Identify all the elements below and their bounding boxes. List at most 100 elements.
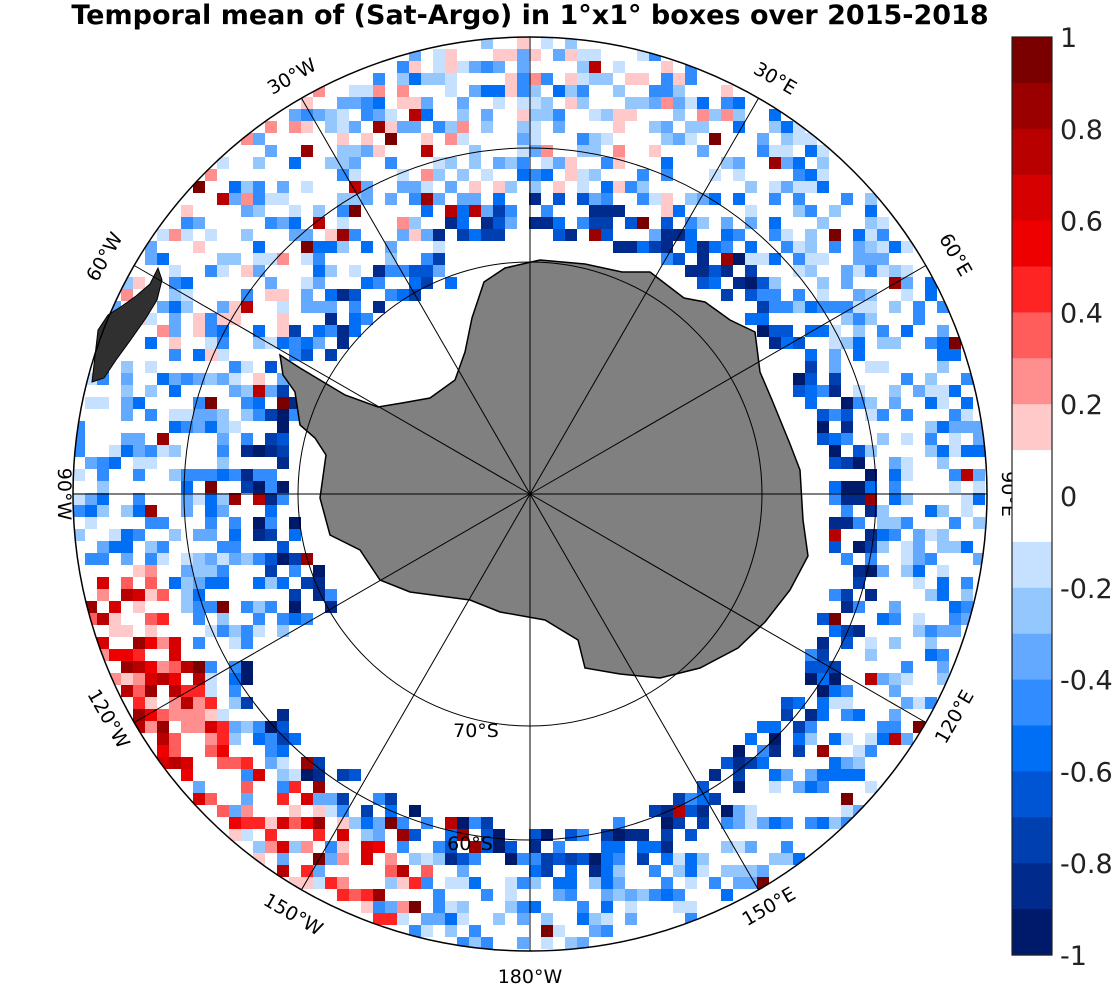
- anomaly-cell: [157, 517, 169, 529]
- anomaly-cell: [709, 769, 721, 781]
- anomaly-cell: [601, 841, 613, 853]
- anomaly-cell: [301, 577, 313, 589]
- anomaly-cell: [193, 517, 205, 529]
- anomaly-cell: [601, 73, 613, 85]
- anomaly-cell: [481, 925, 493, 937]
- anomaly-cell: [481, 133, 493, 145]
- anomaly-cell: [793, 733, 805, 745]
- anomaly-cell: [649, 229, 661, 241]
- anomaly-cell: [925, 337, 937, 349]
- anomaly-cell: [937, 613, 949, 625]
- anomaly-cell: [361, 241, 373, 253]
- anomaly-cell: [97, 553, 109, 565]
- anomaly-cell: [493, 841, 505, 853]
- anomaly-cell: [121, 577, 133, 589]
- anomaly-cell: [121, 397, 133, 409]
- anomaly-cell: [733, 121, 745, 133]
- anomaly-cell: [781, 181, 793, 193]
- meridian-line: [133, 493, 531, 723]
- anomaly-cell: [841, 265, 853, 277]
- anomaly-cell: [289, 349, 301, 361]
- anomaly-cell: [325, 265, 337, 277]
- anomaly-cell: [757, 793, 769, 805]
- anomaly-cell: [409, 853, 421, 865]
- anomaly-cell: [85, 553, 97, 565]
- anomaly-cell: [157, 493, 169, 505]
- anomaly-cell: [229, 481, 241, 493]
- anomaly-cell: [613, 49, 625, 61]
- anomaly-cell: [289, 157, 301, 169]
- colorbar-segment: [1012, 587, 1052, 635]
- colorbar-segment: [1012, 909, 1052, 956]
- anomaly-cell: [241, 781, 253, 793]
- anomaly-cell: [877, 493, 889, 505]
- anomaly-cell: [169, 277, 181, 289]
- anomaly-cell: [541, 925, 553, 937]
- anomaly-cell: [325, 229, 337, 241]
- anomaly-cell: [769, 289, 781, 301]
- anomaly-cell: [865, 253, 877, 265]
- anomaly-cell: [685, 793, 697, 805]
- anomaly-cell: [841, 301, 853, 313]
- anomaly-cell: [853, 325, 865, 337]
- anomaly-cell: [889, 385, 901, 397]
- anomaly-cell: [385, 853, 397, 865]
- anomaly-cell: [169, 493, 181, 505]
- colorbar-tick-label: -0.6: [1060, 757, 1113, 788]
- anomaly-cell: [385, 913, 397, 925]
- anomaly-cell: [829, 817, 841, 829]
- anomaly-cell: [289, 205, 301, 217]
- anomaly-cell: [817, 673, 829, 685]
- anomaly-cell: [169, 313, 181, 325]
- colorbar-segment: [1012, 725, 1052, 772]
- anomaly-cell: [313, 109, 325, 121]
- anomaly-cell: [949, 481, 961, 493]
- anomaly-cell: [349, 769, 361, 781]
- anomaly-cell: [169, 445, 181, 457]
- anomaly-cell: [721, 853, 733, 865]
- anomaly-cell: [541, 109, 553, 121]
- anomaly-cell: [217, 625, 229, 637]
- anomaly-cell: [457, 877, 469, 889]
- anomaly-cell: [265, 217, 277, 229]
- anomaly-cell: [517, 49, 529, 61]
- anomaly-cell: [505, 925, 517, 937]
- anomaly-cell: [937, 349, 949, 361]
- anomaly-cell: [277, 817, 289, 829]
- anomaly-cell: [181, 361, 193, 373]
- anomaly-cell: [877, 733, 889, 745]
- anomaly-cell: [805, 769, 817, 781]
- anomaly-cell: [601, 913, 613, 925]
- anomaly-cell: [349, 889, 361, 901]
- anomaly-cell: [145, 385, 157, 397]
- anomaly-cell: [397, 121, 409, 133]
- anomaly-cell: [325, 253, 337, 265]
- anomaly-cell: [865, 553, 877, 565]
- anomaly-cell: [337, 769, 349, 781]
- anomaly-cell: [685, 109, 697, 121]
- anomaly-cell: [865, 781, 877, 793]
- anomaly-cell: [253, 325, 265, 337]
- anomaly-cell: [313, 865, 325, 877]
- anomaly-cell: [913, 505, 925, 517]
- anomaly-cell: [205, 277, 217, 289]
- anomaly-cell: [541, 169, 553, 181]
- anomaly-cell: [937, 553, 949, 565]
- anomaly-cell: [685, 97, 697, 109]
- anomaly-cell: [289, 553, 301, 565]
- anomaly-cell: [217, 745, 229, 757]
- anomaly-cell: [169, 709, 181, 721]
- anomaly-cell: [241, 241, 253, 253]
- anomaly-cell: [853, 205, 865, 217]
- anomaly-cell: [373, 913, 385, 925]
- anomaly-cell: [157, 373, 169, 385]
- anomaly-cell: [289, 781, 301, 793]
- anomaly-cell: [373, 205, 385, 217]
- anomaly-cell: [421, 265, 433, 277]
- anomaly-cell: [889, 457, 901, 469]
- anomaly-cell: [301, 865, 313, 877]
- anomaly-cell: [301, 241, 313, 253]
- anomaly-cell: [313, 301, 325, 313]
- anomaly-cell: [913, 541, 925, 553]
- anomaly-cell: [541, 157, 553, 169]
